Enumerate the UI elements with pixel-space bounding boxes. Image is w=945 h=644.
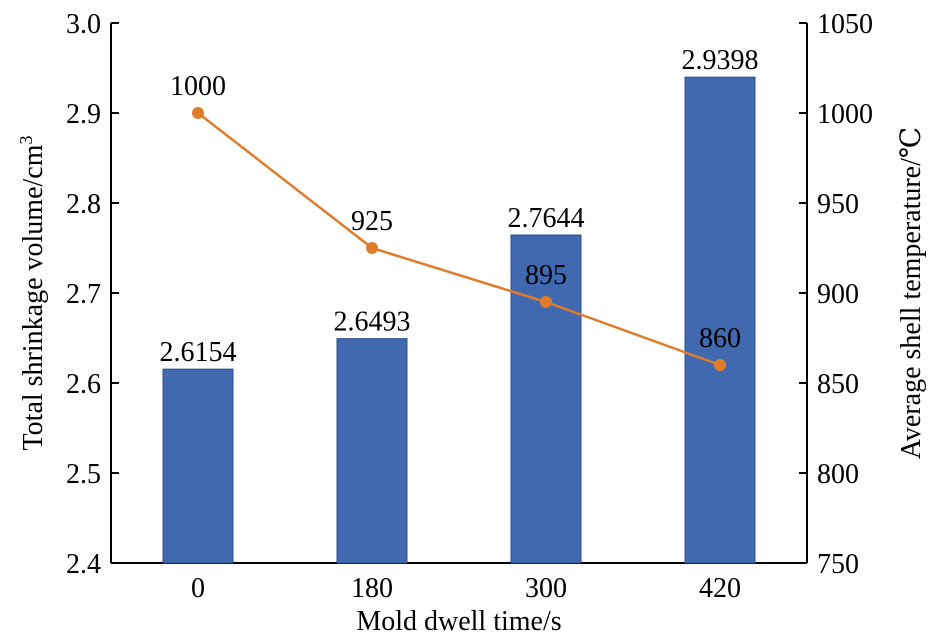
left-axis-title-superscript: 3 (16, 136, 36, 145)
bar-value-label: 2.6154 (160, 337, 237, 368)
temperature-value-label: 895 (525, 260, 567, 291)
temperature-line (197, 112, 721, 367)
right-ticks: 750 800 850 900 950 1000 1050 (799, 9, 873, 580)
left-tick-label: 2.4 (66, 549, 101, 580)
left-axis-title: Total shrinkage volume/cm3 (16, 136, 49, 451)
bars (162, 76, 756, 564)
temperature-point (192, 107, 204, 119)
right-tick-label: 1000 (817, 99, 873, 130)
bar (162, 368, 234, 564)
bar (336, 338, 408, 564)
right-tick-label: 850 (817, 369, 859, 400)
x-axis-title: Mold dwell time/s (356, 606, 561, 637)
temperature-value-label: 925 (351, 206, 393, 237)
x-tick-label: 180 (351, 573, 393, 604)
x-tick-label: 300 (525, 573, 567, 604)
temperature-value-label: 1000 (170, 71, 226, 102)
temperature-point (714, 359, 726, 371)
right-axis-title: Average shell temperature/℃ (896, 127, 927, 459)
temperature-point (366, 242, 378, 254)
line-labels: 1000 925 895 860 (170, 71, 741, 354)
left-tick-label: 2.8 (66, 189, 101, 220)
left-tick-label: 3.0 (66, 9, 101, 40)
left-ticks: 2.4 2.5 2.6 2.7 2.8 2.9 3.0 (66, 9, 119, 580)
bar (684, 76, 756, 564)
temperature-value-label: 860 (699, 323, 741, 354)
right-tick-label: 800 (817, 459, 859, 490)
bar-value-label: 2.9398 (682, 45, 759, 76)
right-tick-label: 900 (817, 279, 859, 310)
line-series (192, 107, 726, 371)
left-tick-label: 2.6 (66, 369, 101, 400)
right-tick-label: 1050 (817, 9, 873, 40)
bar-value-label: 2.7644 (508, 203, 585, 234)
right-tick-label: 750 (817, 549, 859, 580)
left-tick-label: 2.9 (66, 99, 101, 130)
bar-labels: 2.6154 2.6493 2.7644 2.9398 (160, 45, 759, 368)
bar-value-label: 2.6493 (334, 307, 411, 338)
left-tick-label: 2.7 (66, 279, 101, 310)
x-tick-label: 0 (191, 573, 205, 604)
x-tick-label: 420 (699, 573, 741, 604)
left-axis-title-text: Total shrinkage volume/cm (18, 144, 49, 450)
right-tick-label: 950 (817, 189, 859, 220)
temperature-point (540, 296, 552, 308)
left-tick-label: 2.5 (66, 459, 101, 490)
bar (510, 234, 582, 564)
